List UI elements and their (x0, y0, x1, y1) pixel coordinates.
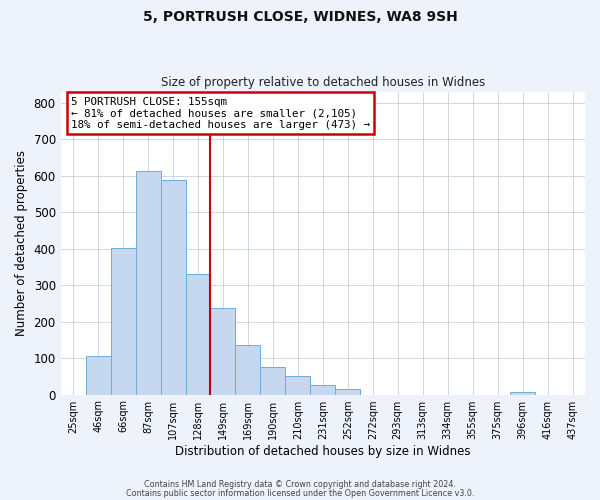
Bar (260, 367, 286, 394)
Text: Contains public sector information licensed under the Open Government Licence v3: Contains public sector information licen… (126, 489, 474, 498)
Bar (335, 389, 360, 394)
Bar (110, 248, 136, 394)
Bar (235, 346, 260, 395)
Text: 5 PORTRUSH CLOSE: 155sqm
← 81% of detached houses are smaller (2,105)
18% of sem: 5 PORTRUSH CLOSE: 155sqm ← 81% of detach… (71, 96, 370, 130)
Bar (211, 308, 235, 394)
X-axis label: Distribution of detached houses by size in Widnes: Distribution of detached houses by size … (175, 444, 470, 458)
Y-axis label: Number of detached properties: Number of detached properties (15, 150, 28, 336)
Bar (136, 171, 161, 394)
Bar (185, 274, 211, 394)
Bar (161, 180, 185, 394)
Bar (310, 385, 335, 394)
Text: Contains HM Land Registry data © Crown copyright and database right 2024.: Contains HM Land Registry data © Crown c… (144, 480, 456, 489)
Title: Size of property relative to detached houses in Widnes: Size of property relative to detached ho… (161, 76, 485, 90)
Bar (510, 392, 535, 394)
Bar (86, 356, 110, 395)
Bar (286, 376, 310, 394)
Text: 5, PORTRUSH CLOSE, WIDNES, WA8 9SH: 5, PORTRUSH CLOSE, WIDNES, WA8 9SH (143, 10, 457, 24)
